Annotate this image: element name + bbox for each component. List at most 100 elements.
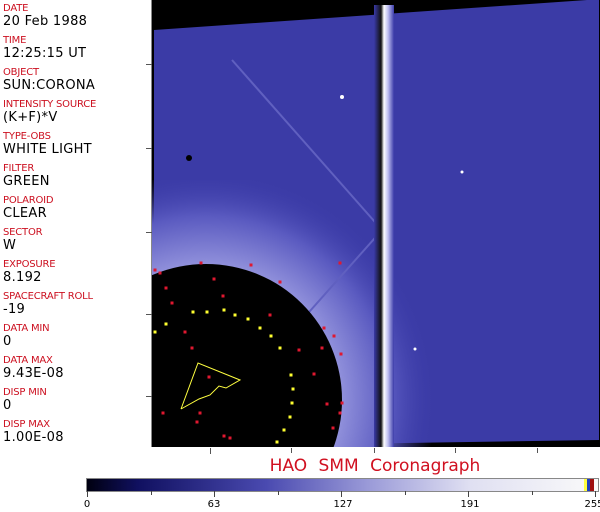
red-marker xyxy=(207,375,211,379)
colorbar-tick xyxy=(150,491,152,495)
metadata-value: WHITE LIGHT xyxy=(3,142,92,157)
yellow-marker xyxy=(275,440,279,444)
metadata-value: 8.192 xyxy=(3,270,42,285)
colorbar-tick xyxy=(468,491,469,497)
metadata-value: 1.00E-08 xyxy=(3,430,64,445)
red-marker xyxy=(338,411,342,415)
axis-tick xyxy=(374,448,375,453)
red-marker xyxy=(340,401,344,405)
yellow-marker xyxy=(191,310,195,314)
yellow-marker xyxy=(290,401,294,405)
red-marker xyxy=(199,261,203,265)
star xyxy=(413,347,417,351)
colorbar-tick-label: 63 xyxy=(207,499,221,510)
yellow-marker xyxy=(282,428,286,432)
yellow-marker xyxy=(291,387,295,391)
red-marker xyxy=(338,261,342,265)
metadata-row: DATA MAX 9.43E-08 xyxy=(3,355,64,382)
metadata-value: 9.43E-08 xyxy=(3,366,64,381)
metadata-value: 0 xyxy=(3,334,12,349)
red-marker xyxy=(332,334,336,338)
colorbar-overlay-colors xyxy=(584,479,594,491)
colorbar-tick-label: 0 xyxy=(83,499,91,510)
metadata-label: DATA MIN xyxy=(3,323,50,334)
metadata-row: POLAROID CLEAR xyxy=(3,195,54,222)
axis-tick xyxy=(291,448,292,453)
metadata-row: EXPOSURE 8.192 xyxy=(3,259,56,286)
yellow-marker xyxy=(258,326,262,330)
metadata-value: 0 xyxy=(3,398,12,413)
yellow-marker xyxy=(153,330,157,334)
axis-tick xyxy=(146,148,152,149)
dark-spot xyxy=(186,155,192,161)
colorbar-tick xyxy=(87,491,88,497)
colorbar-tick xyxy=(214,491,215,497)
colorbar-tick xyxy=(341,491,342,497)
metadata-value: CLEAR xyxy=(3,206,47,221)
metadata-label: DISP MIN xyxy=(3,387,47,398)
metadata-label: DATA MAX xyxy=(3,355,53,366)
yellow-marker xyxy=(222,308,226,312)
yellow-marker xyxy=(205,310,209,314)
yellow-marker xyxy=(289,373,293,377)
yellow-marker xyxy=(288,415,292,419)
colorbar-tick xyxy=(404,491,406,495)
metadata-label: TIME xyxy=(3,35,27,46)
axis-tick xyxy=(455,448,456,453)
yellow-marker xyxy=(246,317,250,321)
yellow-marker xyxy=(278,346,282,350)
star xyxy=(340,95,344,99)
red-marker xyxy=(158,271,162,275)
axis-tick xyxy=(146,314,152,315)
colorbar-tick xyxy=(595,491,596,497)
red-marker xyxy=(268,313,272,317)
red-marker xyxy=(190,346,194,350)
streamer xyxy=(301,229,383,321)
colorbar-tick-label: 127 xyxy=(333,499,353,510)
streamer xyxy=(231,59,383,231)
axis-tick xyxy=(537,448,538,453)
occulter-pylon xyxy=(374,5,394,447)
metadata-row: SECTOR W xyxy=(3,227,43,254)
metadata-value: (K+F)*V xyxy=(3,110,58,125)
metadata-label: DATE xyxy=(3,3,29,14)
red-marker xyxy=(212,277,216,281)
instrument-title: HAO SMM Coronagraph xyxy=(269,456,481,476)
red-marker xyxy=(331,426,335,430)
axis-tick xyxy=(146,64,152,65)
metadata-value: W xyxy=(3,238,17,253)
red-marker xyxy=(183,330,187,334)
metadata-value: 20 Feb 1988 xyxy=(3,14,88,29)
metadata-label: TYPE-OBS xyxy=(3,131,51,142)
colorbar-tick-label: 255 xyxy=(584,499,600,510)
metadata-row: TYPE-OBS WHITE LIGHT xyxy=(3,131,92,158)
metadata-row: OBJECT SUN:CORONA xyxy=(3,67,95,94)
coronagraph-image xyxy=(70,0,600,512)
metadata-row: TIME 12:25:15 UT xyxy=(3,35,86,62)
colorbar-tick-label: 191 xyxy=(460,499,480,510)
red-marker xyxy=(161,411,165,415)
colorbar-tick xyxy=(531,491,533,495)
metadata-row: DISP MIN 0 xyxy=(3,387,47,414)
red-marker xyxy=(325,402,329,406)
metadata-value: GREEN xyxy=(3,174,50,189)
red-marker xyxy=(170,301,174,305)
star xyxy=(460,170,464,174)
red-marker xyxy=(198,411,202,415)
axis-tick xyxy=(210,448,211,454)
yellow-marker xyxy=(269,334,273,338)
traced-outline xyxy=(180,362,242,410)
coronagraph-image-svg xyxy=(70,0,599,512)
metadata-value: 12:25:15 UT xyxy=(3,46,87,61)
red-marker xyxy=(278,280,282,284)
metadata-label: EXPOSURE xyxy=(3,259,56,270)
metadata-row: DATE 20 Feb 1988 xyxy=(3,3,87,30)
metadata-label: SPACECRAFT ROLL xyxy=(3,291,93,302)
metadata-label: SECTOR xyxy=(3,227,43,238)
metadata-row: SPACECRAFT ROLL -19 xyxy=(3,291,93,318)
colorbar-tick xyxy=(277,491,279,495)
metadata-value: SUN:CORONA xyxy=(3,78,96,93)
metadata-row: DISP MAX 1.00E-08 xyxy=(3,419,64,446)
red-marker xyxy=(312,372,316,376)
metadata-row: FILTER GREEN xyxy=(3,163,50,190)
